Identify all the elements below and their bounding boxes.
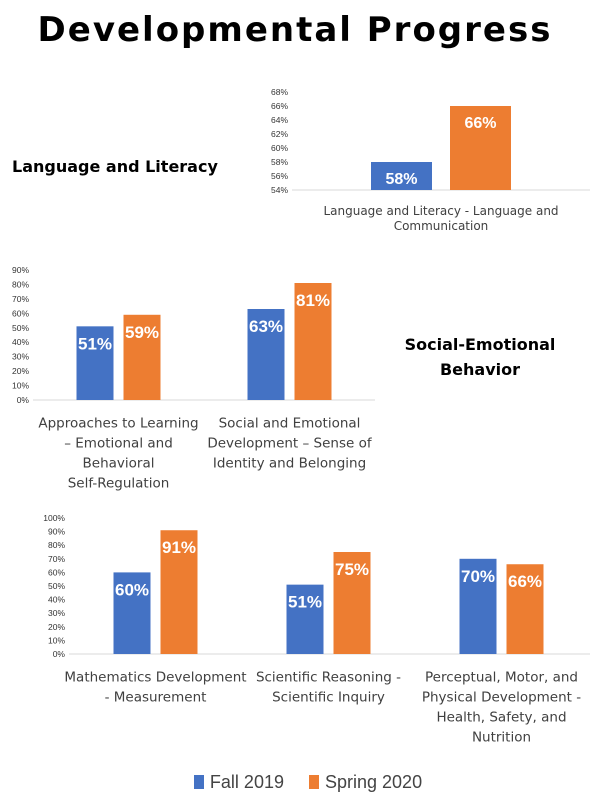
y-tick-label: 10% xyxy=(48,635,65,645)
y-tick-label: 10% xyxy=(12,381,29,391)
bar-spring xyxy=(506,564,544,654)
legend-label-fall: Fall 2019 xyxy=(209,772,284,792)
y-tick-label: 80% xyxy=(12,279,29,289)
category-label: Scientific Inquiry xyxy=(272,690,385,706)
category-label: Nutrition xyxy=(472,730,531,746)
y-tick-label: 60% xyxy=(271,143,288,153)
y-tick-label: 40% xyxy=(12,337,29,347)
bar-spring xyxy=(294,283,332,400)
bar-fall xyxy=(247,309,285,400)
category-label: Language and Literacy - Language and xyxy=(323,204,558,218)
legend-item-fall: Fall 2019 xyxy=(193,772,284,793)
category-label: Self-Regulation xyxy=(68,476,170,492)
data-label: 51% xyxy=(78,334,112,353)
y-tick-label: 100% xyxy=(43,513,65,523)
legend-label-spring: Spring 2020 xyxy=(325,772,423,792)
bar-fall xyxy=(286,584,324,654)
bar-spring xyxy=(160,530,198,654)
y-tick-label: 64% xyxy=(271,115,288,125)
category-label: Scientific Reasoning - xyxy=(256,670,401,686)
y-tick-label: 20% xyxy=(48,622,65,632)
section-label-social: Social-Emotional Behavior xyxy=(404,335,556,379)
bar-fall xyxy=(113,572,151,654)
legend-swatch-fall xyxy=(193,775,204,789)
y-tick-label: 60% xyxy=(48,567,65,577)
y-tick-label: 90% xyxy=(48,527,65,537)
page-title: Developmental Progress xyxy=(37,10,553,50)
bar-spring xyxy=(333,552,371,654)
y-tick-label: 50% xyxy=(48,581,65,591)
category-label: – Emotional and xyxy=(64,436,173,452)
data-label: 63% xyxy=(249,317,283,336)
data-label: 66% xyxy=(508,572,542,591)
data-label: 59% xyxy=(125,323,159,342)
legend-item-spring: Spring 2020 xyxy=(309,772,422,793)
category-label: Identity and Belonging xyxy=(213,456,366,472)
y-tick-label: 30% xyxy=(48,608,65,618)
section-label-language: Language and Literacy xyxy=(12,157,218,176)
legend-swatch-spring xyxy=(309,775,319,789)
category-label: Social and Emotional xyxy=(219,416,361,432)
data-label: 58% xyxy=(385,171,417,188)
y-tick-label: 62% xyxy=(271,129,288,139)
y-tick-label: 60% xyxy=(12,308,29,318)
category-label: Behavioral xyxy=(83,456,155,472)
data-label: 60% xyxy=(115,580,149,599)
category-label: Communication xyxy=(394,219,489,233)
y-tick-label: 54% xyxy=(271,185,288,195)
y-tick-label: 70% xyxy=(12,294,29,304)
y-tick-label: 66% xyxy=(271,101,288,111)
bar-spring xyxy=(450,106,511,190)
category-label: Health, Safety, and xyxy=(436,710,566,726)
bar-spring xyxy=(123,314,161,400)
legend: Fall 2019 Spring 2020 xyxy=(0,772,616,793)
y-tick-label: 90% xyxy=(12,265,29,275)
bar-fall xyxy=(459,558,497,654)
y-tick-label: 70% xyxy=(48,554,65,564)
y-tick-label: 50% xyxy=(12,323,29,333)
y-tick-label: 0% xyxy=(17,395,30,405)
category-label: Mathematics Development xyxy=(64,670,246,686)
category-label: Physical Development - xyxy=(422,690,581,706)
y-tick-label: 20% xyxy=(12,366,29,376)
y-tick-label: 58% xyxy=(271,157,288,167)
y-tick-label: 80% xyxy=(48,540,65,550)
y-tick-label: 30% xyxy=(12,352,29,362)
category-label: Approaches to Learning xyxy=(38,416,198,432)
data-label: 91% xyxy=(162,538,196,557)
data-label: 70% xyxy=(461,567,495,586)
data-label: 66% xyxy=(464,115,496,132)
data-label: 51% xyxy=(288,593,322,612)
y-tick-label: 0% xyxy=(53,649,66,659)
category-label: Perceptual, Motor, and xyxy=(425,670,578,686)
category-label: - Measurement xyxy=(105,690,207,706)
data-label: 75% xyxy=(335,560,369,579)
y-tick-label: 40% xyxy=(48,595,65,605)
y-tick-label: 68% xyxy=(271,87,288,97)
y-tick-label: 56% xyxy=(271,171,288,181)
data-label: 81% xyxy=(296,291,330,310)
bar-fall xyxy=(371,162,432,190)
bar-fall xyxy=(76,326,114,400)
category-label: Development – Sense of xyxy=(207,436,373,452)
